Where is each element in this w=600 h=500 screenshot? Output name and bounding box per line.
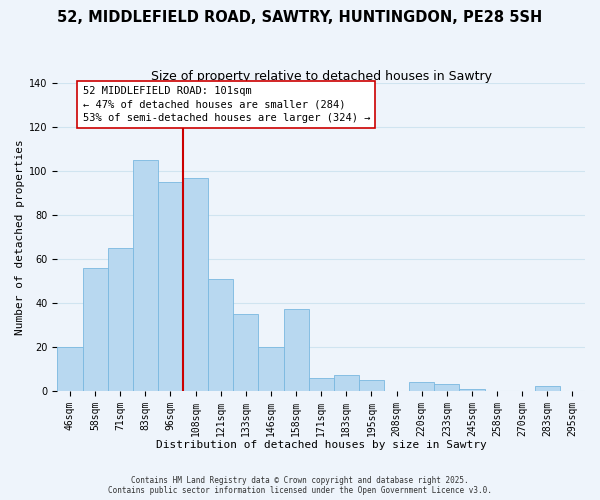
Bar xyxy=(409,382,434,391)
Bar xyxy=(107,248,133,391)
Bar xyxy=(434,384,460,391)
Text: Contains HM Land Registry data © Crown copyright and database right 2025.
Contai: Contains HM Land Registry data © Crown c… xyxy=(108,476,492,495)
Bar xyxy=(308,378,334,391)
Bar xyxy=(460,388,485,391)
Bar xyxy=(183,178,208,391)
Bar xyxy=(259,347,284,391)
Bar xyxy=(233,314,259,391)
Bar xyxy=(83,268,107,391)
Y-axis label: Number of detached properties: Number of detached properties xyxy=(15,139,25,335)
X-axis label: Distribution of detached houses by size in Sawtry: Distribution of detached houses by size … xyxy=(156,440,487,450)
Bar xyxy=(535,386,560,391)
Text: 52, MIDDLEFIELD ROAD, SAWTRY, HUNTINGDON, PE28 5SH: 52, MIDDLEFIELD ROAD, SAWTRY, HUNTINGDON… xyxy=(58,10,542,25)
Bar xyxy=(58,347,83,391)
Bar xyxy=(133,160,158,391)
Bar xyxy=(284,310,308,391)
Bar xyxy=(359,380,384,391)
Bar xyxy=(158,182,183,391)
Bar xyxy=(208,278,233,391)
Text: 52 MIDDLEFIELD ROAD: 101sqm
← 47% of detached houses are smaller (284)
53% of se: 52 MIDDLEFIELD ROAD: 101sqm ← 47% of det… xyxy=(83,86,370,122)
Bar xyxy=(334,376,359,391)
Title: Size of property relative to detached houses in Sawtry: Size of property relative to detached ho… xyxy=(151,70,491,83)
